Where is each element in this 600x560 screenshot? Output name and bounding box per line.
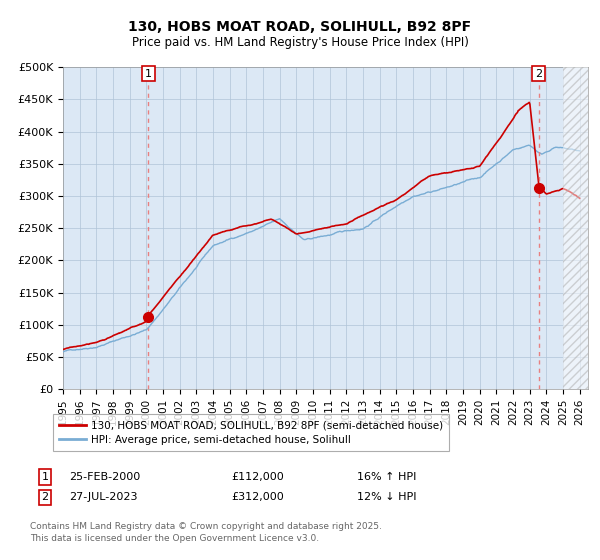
Text: 27-JUL-2023: 27-JUL-2023 — [69, 492, 137, 502]
Text: Price paid vs. HM Land Registry's House Price Index (HPI): Price paid vs. HM Land Registry's House … — [131, 36, 469, 49]
Text: 130, HOBS MOAT ROAD, SOLIHULL, B92 8PF: 130, HOBS MOAT ROAD, SOLIHULL, B92 8PF — [128, 20, 472, 34]
Text: 2: 2 — [41, 492, 49, 502]
Text: 1: 1 — [41, 472, 49, 482]
Bar — [563, 67, 588, 389]
Text: £312,000: £312,000 — [231, 492, 284, 502]
Text: 25-FEB-2000: 25-FEB-2000 — [69, 472, 140, 482]
Text: 1: 1 — [145, 69, 152, 78]
Text: Contains HM Land Registry data © Crown copyright and database right 2025.
This d: Contains HM Land Registry data © Crown c… — [30, 522, 382, 543]
Text: £112,000: £112,000 — [231, 472, 284, 482]
Text: 16% ↑ HPI: 16% ↑ HPI — [357, 472, 416, 482]
Text: 2: 2 — [535, 69, 542, 78]
Text: 12% ↓ HPI: 12% ↓ HPI — [357, 492, 416, 502]
Legend: 130, HOBS MOAT ROAD, SOLIHULL, B92 8PF (semi-detached house), HPI: Average price: 130, HOBS MOAT ROAD, SOLIHULL, B92 8PF (… — [53, 414, 449, 451]
Bar — [563, 67, 588, 389]
